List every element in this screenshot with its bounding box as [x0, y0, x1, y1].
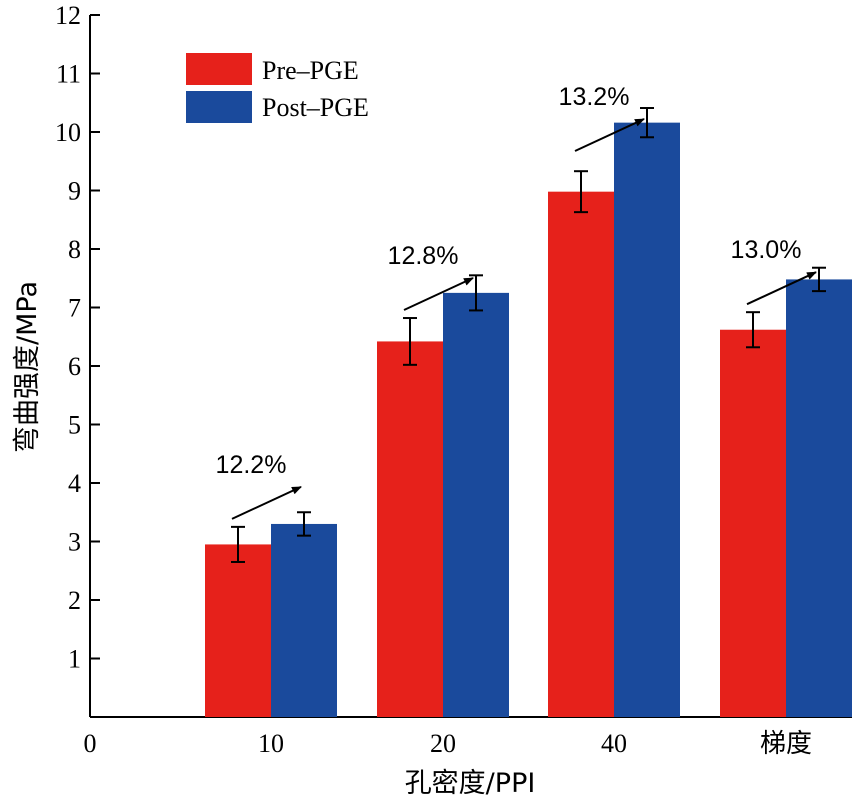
bar-post-pge	[786, 279, 852, 717]
x-tick-label: 20	[430, 729, 456, 758]
increase-arrow	[403, 277, 474, 311]
increase-label: 12.8%	[388, 242, 459, 270]
bar-pre-pge	[205, 544, 271, 717]
bar-pre-pge	[720, 329, 786, 717]
increase-arrow	[574, 118, 645, 152]
increase-label: 13.0%	[731, 236, 802, 264]
y-tick-label: 7	[68, 294, 81, 323]
bar-post-pge	[271, 523, 337, 717]
y-tick-label: 11	[56, 60, 81, 89]
y-tick-label: 12	[55, 1, 81, 30]
y-tick-label: 9	[68, 177, 81, 206]
bar-post-pge	[443, 292, 509, 717]
increase-label: 12.2%	[216, 451, 287, 479]
bar-pre-pge	[548, 191, 614, 718]
legend-swatch-post-pge	[186, 91, 252, 123]
x-tick-label: 梯度	[760, 729, 812, 758]
bar-post-pge	[614, 122, 680, 717]
x-tick-label: 10	[258, 729, 284, 758]
y-tick-label: 5	[68, 411, 81, 440]
increase-arrow	[746, 271, 817, 306]
bars	[205, 122, 852, 718]
error-bars	[231, 107, 826, 563]
legend: Pre–PGE Post–PGE	[186, 53, 369, 123]
legend-swatch-pre-pge	[186, 53, 252, 85]
increase-arrow	[231, 485, 302, 520]
y-axis-title: 弯曲强度/MPa	[12, 281, 43, 453]
y-tick-label: 6	[68, 352, 81, 381]
x-axis-title: 孔密度/PPI	[405, 768, 536, 799]
annotations: 12.2% 12.8% 13.2% 13.0%	[216, 83, 817, 520]
x-origin-label: 0	[84, 729, 97, 758]
x-tick-label: 40	[601, 729, 627, 758]
legend-label-pre-pge: Pre–PGE	[262, 56, 359, 85]
y-tick-label: 8	[68, 235, 81, 264]
y-tick-label: 4	[68, 469, 81, 498]
y-tick-label: 1	[68, 645, 81, 674]
y-tick-label: 10	[55, 118, 81, 147]
increase-label: 13.2%	[559, 83, 630, 111]
bar-pre-pge	[377, 341, 443, 717]
y-tick-label: 2	[68, 586, 81, 615]
legend-label-post-pge: Post–PGE	[262, 93, 369, 122]
y-tick-label: 3	[68, 528, 81, 557]
